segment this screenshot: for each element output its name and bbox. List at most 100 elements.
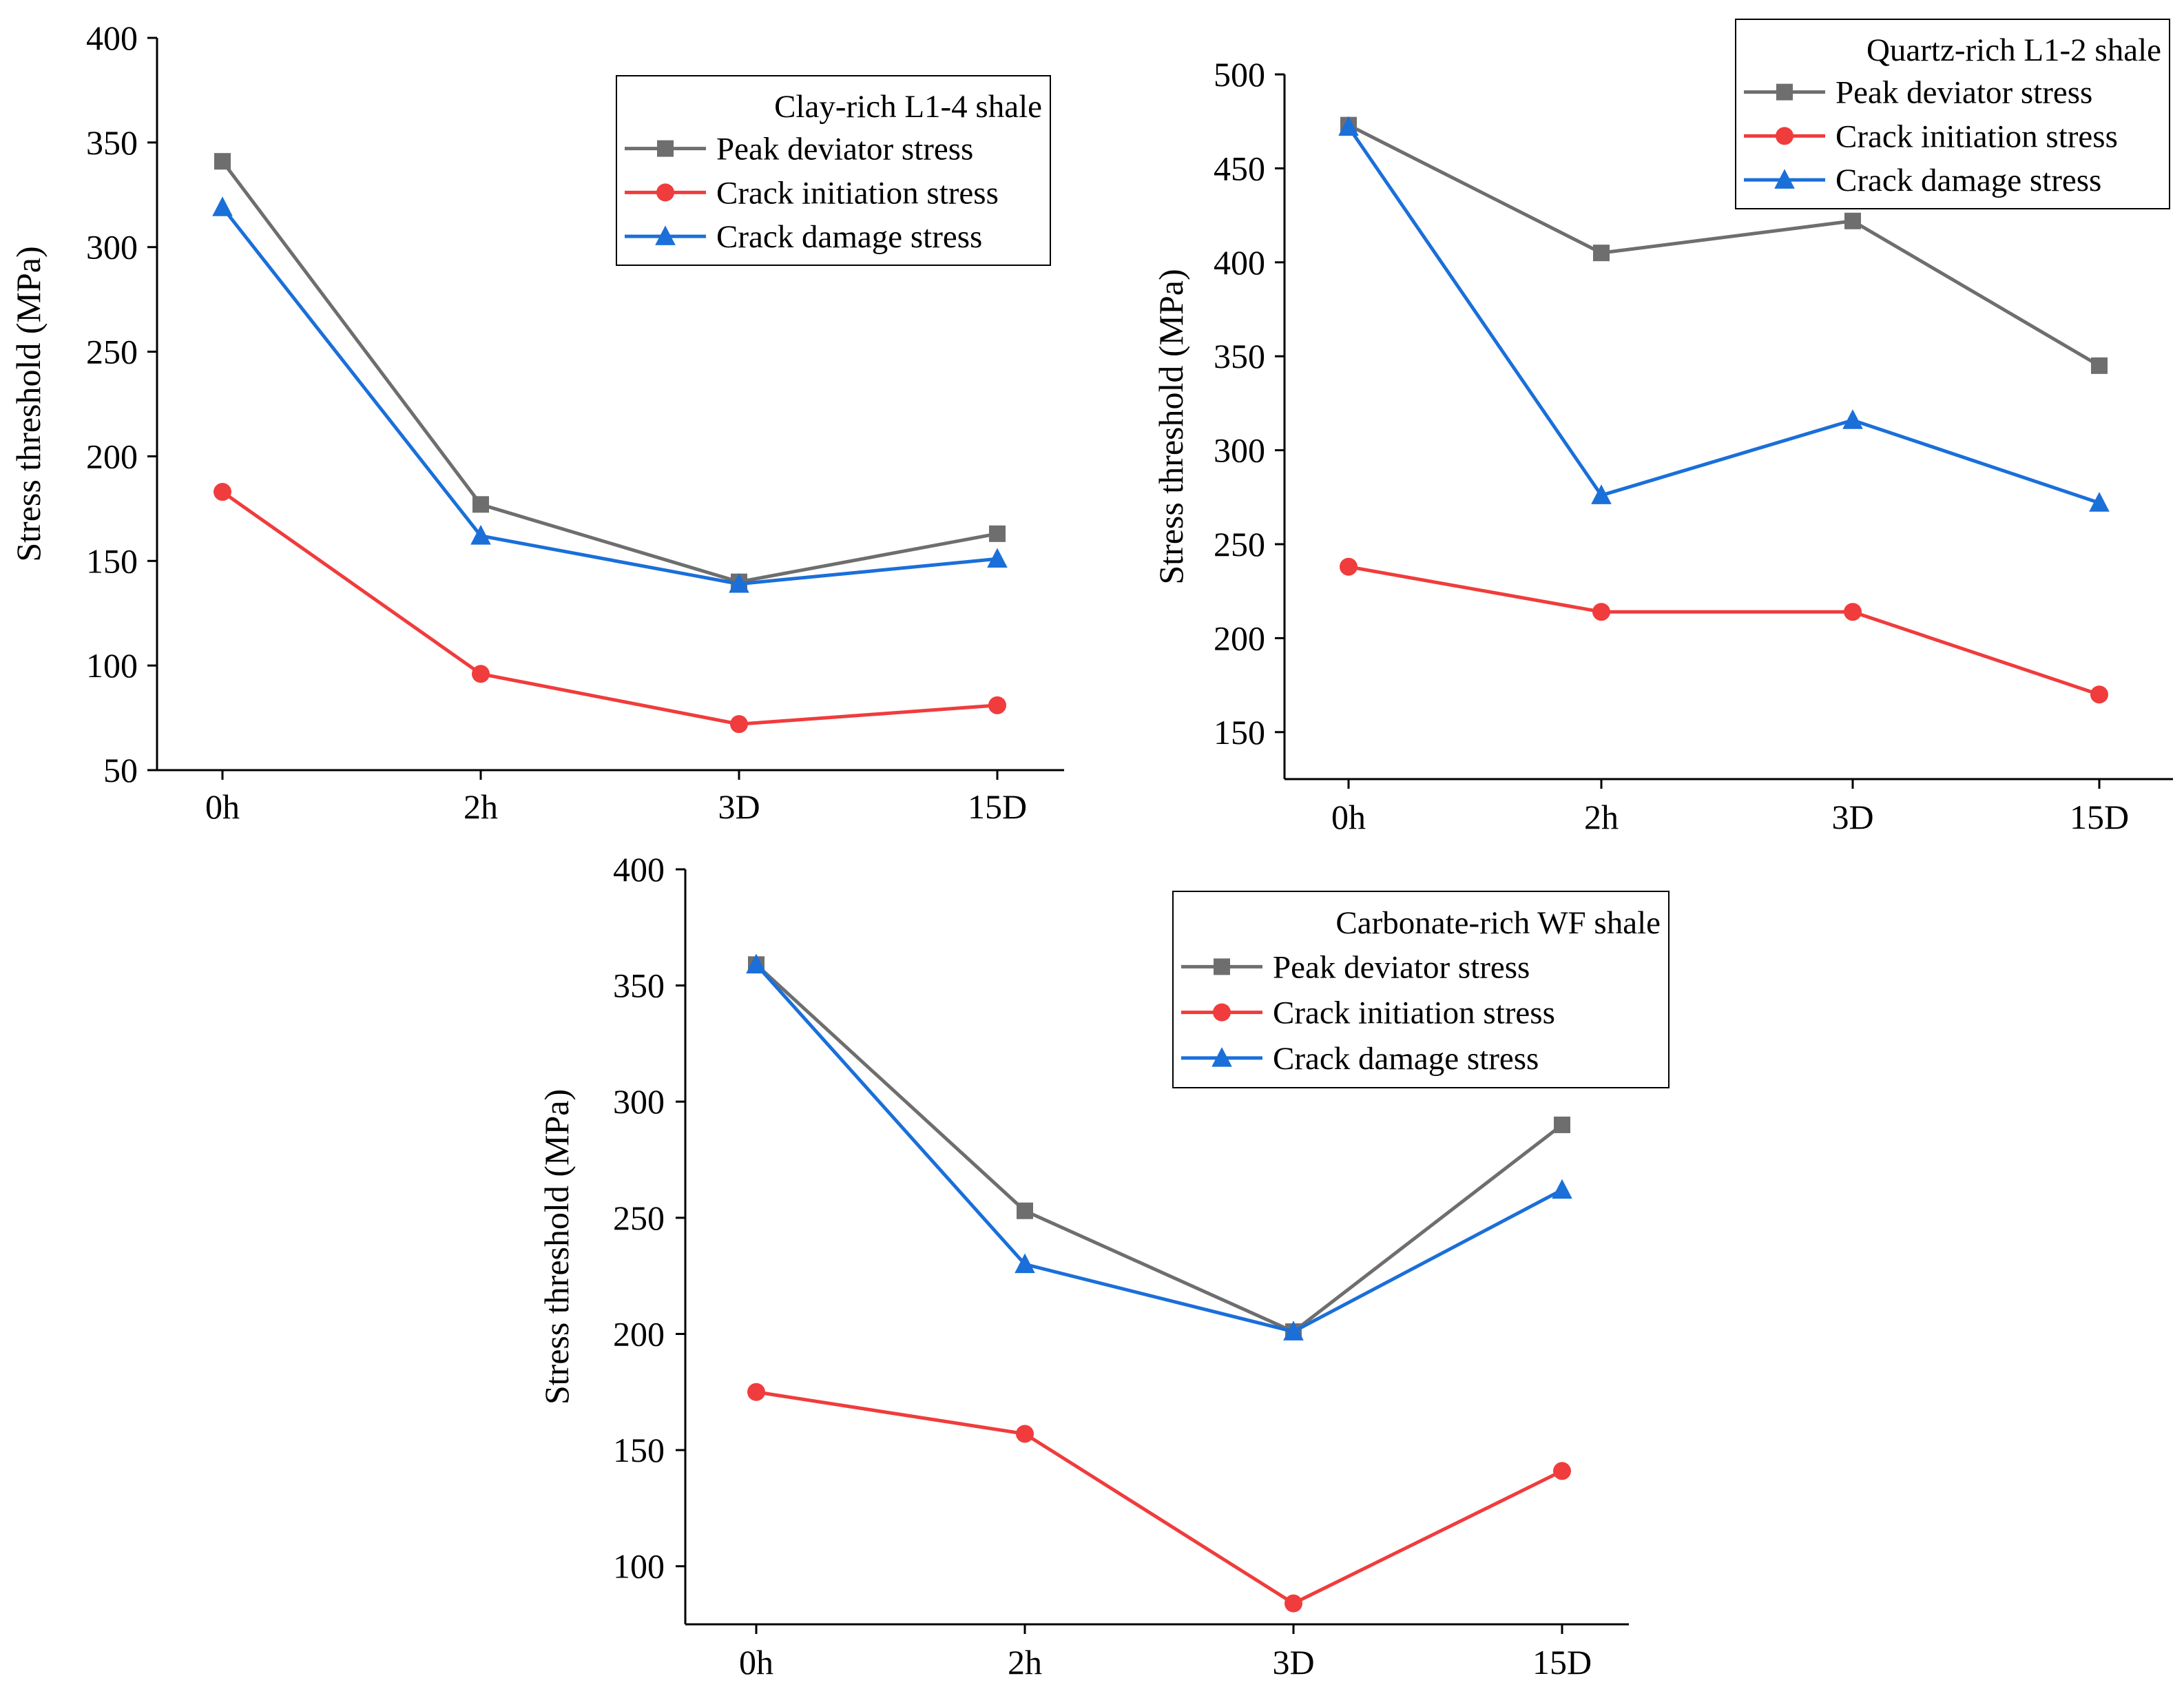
y-tick-label: 250 bbox=[86, 333, 138, 371]
triangle-marker bbox=[1015, 1253, 1035, 1274]
legend: Quartz-rich L1-2 shale Peak deviator stre… bbox=[1735, 19, 2170, 209]
triangle-marker bbox=[1842, 409, 1863, 429]
y-tick-label: 500 bbox=[1214, 55, 1265, 94]
series-line bbox=[755, 963, 1563, 1334]
x-tick-label: 2h bbox=[1584, 798, 1619, 836]
chart-panel-2: 150 200 250 300 350 400 450 500 0h 2h 3D 15D Stress … bbox=[1152, 19, 2173, 836]
triangle-marker bbox=[1338, 116, 1359, 136]
x-tick-label: 3D bbox=[718, 787, 760, 826]
circle-marker bbox=[988, 696, 1006, 714]
y-tick-label: 400 bbox=[1214, 243, 1265, 282]
y-tick-label: 350 bbox=[86, 123, 138, 162]
triangle-marker bbox=[212, 196, 233, 216]
triangle-marker bbox=[655, 225, 676, 245]
y-tick-label: 50 bbox=[103, 751, 138, 789]
y-tick-label: 200 bbox=[1214, 619, 1265, 657]
triangle-marker bbox=[470, 525, 491, 545]
series-crack-damage-stress bbox=[746, 953, 1572, 1341]
triangle-marker bbox=[987, 548, 1008, 568]
series-crack-initiation-stress bbox=[214, 483, 1006, 734]
y-tick-label: 200 bbox=[613, 1314, 665, 1353]
legend-label: Peak deviator stress bbox=[716, 132, 973, 167]
series-crack-initiation-stress bbox=[1340, 557, 2108, 704]
series-crack-damage-stress bbox=[1338, 116, 2110, 512]
x-tick-label: 15D bbox=[1532, 1643, 1592, 1681]
y-tick-label: 450 bbox=[1214, 149, 1265, 187]
y-tick-label: 300 bbox=[1214, 431, 1265, 470]
circle-marker bbox=[1592, 603, 1610, 621]
y-tick-label: 100 bbox=[613, 1547, 665, 1586]
legend-title: Clay-rich L1-4 shale bbox=[774, 89, 1042, 125]
y-axis-title: Stress threshold (MPa) bbox=[9, 246, 48, 561]
x-tick-label: 3D bbox=[1831, 798, 1873, 836]
x-tick-label: 2h bbox=[464, 787, 498, 826]
triangle-marker bbox=[2089, 492, 2110, 512]
series-line bbox=[756, 1390, 1563, 1606]
y-tick-label: 300 bbox=[613, 1082, 665, 1121]
series-line bbox=[221, 206, 998, 586]
y-tick-label: 150 bbox=[86, 541, 138, 580]
series-line bbox=[221, 160, 998, 584]
y-tick-label: 100 bbox=[86, 646, 138, 685]
y-tick-label: 250 bbox=[613, 1199, 665, 1237]
square-marker bbox=[214, 153, 231, 170]
y-tick-label: 300 bbox=[86, 228, 138, 267]
y-axis-title: Stress threshold (MPa) bbox=[537, 1089, 576, 1405]
square-marker bbox=[1593, 245, 1610, 262]
square-marker bbox=[1554, 1116, 1570, 1133]
series-line bbox=[1346, 125, 2100, 505]
series-crack-damage-stress bbox=[212, 196, 1008, 593]
y-tick-label: 350 bbox=[1214, 337, 1265, 375]
y-tick-label: 400 bbox=[86, 19, 138, 57]
legend-title: Carbonate-rich WF shale bbox=[1335, 905, 1661, 941]
circle-marker bbox=[1844, 603, 1862, 621]
series-line bbox=[221, 490, 998, 726]
square-marker bbox=[1776, 83, 1793, 101]
triangle-marker bbox=[746, 953, 767, 974]
legend-label: Crack initiation stress bbox=[1273, 995, 1555, 1031]
triangle-marker bbox=[729, 572, 749, 593]
legend-label: Crack damage stress bbox=[1273, 1041, 1539, 1077]
square-marker bbox=[1017, 1202, 1033, 1219]
x-tick-label: 0h bbox=[739, 1643, 773, 1681]
x-tick-label: 0h bbox=[1331, 798, 1366, 836]
circle-marker bbox=[1776, 127, 1793, 145]
x-tick-label: 2h bbox=[1008, 1643, 1042, 1681]
y-axis-title: Stress threshold (MPa) bbox=[1152, 269, 1190, 584]
triangle-marker bbox=[1774, 169, 1795, 189]
square-marker bbox=[657, 140, 674, 157]
series-line bbox=[1348, 565, 2100, 696]
y-tick-label: 350 bbox=[613, 966, 665, 1005]
y-tick-label: 200 bbox=[86, 437, 138, 475]
x-tick-label: 0h bbox=[205, 787, 240, 826]
x-tick-label: 15D bbox=[2070, 798, 2129, 836]
square-marker bbox=[472, 496, 489, 513]
legend-label: Crack initiation stress bbox=[1835, 118, 2118, 154]
circle-marker bbox=[1213, 1003, 1231, 1022]
triangle-marker bbox=[1283, 1321, 1304, 1341]
chart-panel-3: 100 150 200 250 300 350 400 0h 2h 3D 15D Stress thr… bbox=[537, 850, 1670, 1681]
triangle-marker bbox=[1211, 1047, 1232, 1067]
legend-label: Peak deviator stress bbox=[1273, 949, 1530, 985]
square-marker bbox=[1214, 958, 1230, 975]
triangle-marker bbox=[1591, 484, 1612, 504]
y-tick-label: 400 bbox=[613, 850, 665, 889]
series-crack-initiation-stress bbox=[747, 1383, 1571, 1613]
legend-label: Crack damage stress bbox=[1835, 163, 2101, 198]
circle-marker bbox=[1016, 1425, 1034, 1443]
circle-marker bbox=[214, 483, 231, 501]
y-tick-label: 150 bbox=[613, 1431, 665, 1469]
y-tick-label: 150 bbox=[1214, 713, 1265, 752]
legend-label: Peak deviator stress bbox=[1835, 75, 2092, 111]
circle-marker bbox=[1340, 557, 1358, 576]
legend-box bbox=[1735, 19, 2170, 209]
chart-panel-1: 50 100 150 200 250 300 350 400 0h 2h 3D 15D Stress t… bbox=[9, 19, 1064, 826]
legend-box bbox=[616, 75, 1051, 266]
square-marker bbox=[989, 525, 1006, 542]
circle-marker bbox=[1553, 1462, 1571, 1480]
y-tick-label: 250 bbox=[1214, 525, 1265, 563]
square-marker bbox=[2091, 357, 2108, 374]
legend-box bbox=[1172, 891, 1670, 1088]
legend-label: Crack damage stress bbox=[716, 219, 982, 255]
